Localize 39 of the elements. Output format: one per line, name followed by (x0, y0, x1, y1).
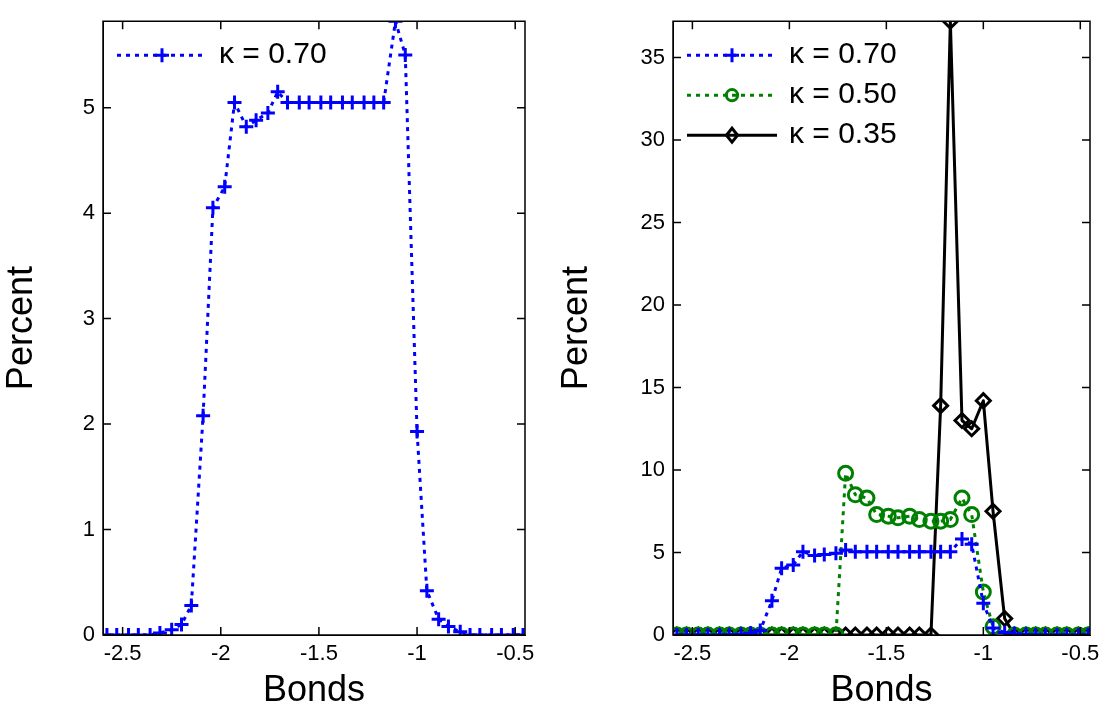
legend-label: κ = 0.70 (219, 36, 327, 70)
point (259, 104, 277, 122)
y-tick-label: 0 (652, 621, 665, 647)
x-tick-label: -2.5 (673, 640, 712, 666)
x-axis-title: Bonds (830, 668, 933, 710)
x-tick-label: -0.5 (496, 640, 535, 666)
point (204, 199, 222, 217)
x-tick-label: -1.5 (867, 640, 906, 666)
x-tick-label: -1 (407, 640, 427, 666)
x-tick-label: -1 (973, 640, 994, 666)
y-tick-label: 10 (640, 456, 665, 482)
y-tick-label: 25 (640, 208, 665, 234)
x-tick-label: -2.5 (103, 640, 142, 666)
legend-label: κ = 0.70 (789, 36, 897, 70)
y-axis-title: Percent (553, 266, 595, 391)
y-tick-label: 1 (82, 515, 95, 541)
legend-label: κ = 0.50 (789, 76, 897, 110)
point (216, 178, 234, 196)
point (396, 46, 414, 64)
y-tick-label: 2 (82, 410, 95, 436)
x-tick-label: -0.5 (1061, 640, 1100, 666)
point (247, 111, 265, 129)
point (237, 118, 255, 136)
y-tick-label: 15 (640, 373, 665, 399)
x-tick-label: -2 (779, 640, 800, 666)
y-tick-label: 3 (82, 304, 95, 330)
x-tick-label: -1.5 (299, 640, 338, 666)
y-tick-label: 0 (82, 621, 95, 647)
x-axis-title: Bonds (262, 668, 366, 710)
y-tick-label: 5 (652, 538, 665, 564)
y-tick-label: 30 (640, 126, 665, 152)
y-tick-label: 35 (640, 43, 665, 69)
y-tick-label: 5 (82, 93, 95, 119)
point (226, 93, 244, 111)
y-axis-title: Percent (0, 266, 40, 391)
legend-label: κ = 0.35 (789, 116, 897, 150)
y-tick-label: 4 (82, 199, 95, 225)
x-tick-label: -2 (210, 640, 231, 666)
y-tick-label: 20 (640, 291, 665, 317)
